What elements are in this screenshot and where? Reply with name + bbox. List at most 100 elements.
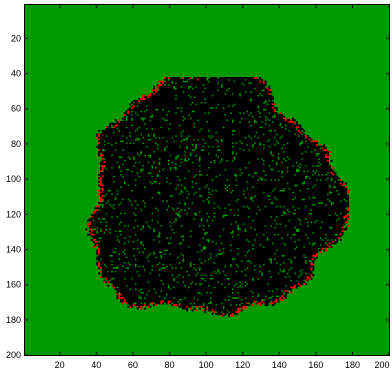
heatmap-cell-cluster (118, 286, 168, 289)
heatmap-cell-cluster (114, 277, 124, 280)
heatmap-cell-cluster (264, 133, 276, 136)
heatmap-cell-cluster (281, 124, 286, 127)
heatmap-cell-cluster (248, 187, 275, 190)
heatmap-cell-cluster (173, 274, 179, 277)
heatmap-cell-cluster (222, 138, 269, 141)
heatmap-cell-cluster (120, 203, 132, 206)
heatmap-cell-boundary (178, 304, 181, 307)
x-tick-label: 80 (164, 360, 174, 370)
heatmap-cell-cluster (292, 117, 295, 120)
heatmap-cell-cluster (301, 223, 346, 226)
heatmap-cell-cluster (253, 244, 260, 247)
heatmap-cell-cluster (125, 180, 150, 183)
heatmap-cell-cluster (266, 295, 273, 298)
heatmap-cell-cluster (147, 105, 229, 108)
heatmap-cell-cluster (341, 200, 346, 203)
heatmap-cell-cluster (202, 305, 207, 308)
heatmap-cell-cluster (171, 221, 174, 224)
heatmap-cell-cluster (282, 290, 286, 293)
heatmap-cell-cluster (253, 143, 260, 146)
heatmap-cell-cluster (120, 253, 124, 256)
heatmap-cell-boundary (310, 274, 313, 277)
heatmap-cell-cluster (173, 194, 200, 197)
heatmap-cell-cluster (129, 261, 159, 264)
heatmap-cell-cluster (240, 309, 243, 312)
heatmap-cell-cluster (118, 216, 179, 219)
heatmap-cell-cluster (98, 267, 101, 270)
heatmap-cell-cluster (129, 110, 132, 113)
heatmap-cell-cluster (136, 282, 163, 285)
heatmap-cell-cluster (226, 274, 245, 277)
heatmap-cell-cluster (185, 284, 209, 287)
heatmap-cell-cluster (237, 152, 271, 155)
heatmap-cell-cluster (160, 193, 179, 196)
heatmap-cell-cluster (286, 224, 307, 227)
heatmap-cell-cluster (90, 221, 101, 224)
heatmap-cell-cluster (103, 279, 106, 282)
heatmap-cell-cluster (244, 189, 273, 192)
heatmap-cell-boundary (347, 217, 350, 220)
heatmap-cell-boundary (297, 129, 300, 132)
heatmap-cell-cluster (138, 270, 187, 273)
heatmap-cell-cluster (200, 187, 209, 190)
heatmap-cell-cluster (229, 282, 236, 285)
heatmap-cell-cluster (246, 196, 251, 199)
heatmap-cell-cluster (151, 154, 170, 157)
heatmap-cell-cluster (250, 240, 295, 243)
heatmap-cell-cluster (114, 131, 130, 134)
heatmap-cell-cluster (251, 261, 271, 264)
heatmap-cell-cluster (176, 87, 189, 90)
heatmap-cell-cluster (143, 224, 148, 227)
heatmap-cell-cluster (164, 263, 170, 266)
heatmap-cell-cluster (281, 122, 295, 125)
heatmap-cell-boundary (321, 147, 324, 150)
heatmap-cell-cluster (189, 158, 200, 161)
heatmap-cell-cluster (224, 307, 238, 310)
heatmap-cell-cluster (204, 200, 209, 203)
heatmap-cell-cluster (195, 267, 200, 270)
heatmap-cell-cluster (114, 175, 123, 178)
heatmap-cell-cluster (158, 263, 163, 266)
heatmap-cell-cluster (286, 119, 291, 122)
heatmap-cell-cluster (94, 207, 113, 210)
heatmap-cell-cluster (242, 286, 291, 289)
heatmap-cell-cluster (167, 177, 185, 180)
heatmap-cell-cluster (160, 170, 189, 173)
heatmap-cell-cluster (222, 311, 229, 314)
heatmap-cell-cluster (303, 158, 318, 161)
heatmap-cell-boundary (182, 77, 185, 80)
heatmap-cell-cluster (94, 233, 121, 236)
heatmap-cell-boundary (198, 305, 203, 308)
heatmap-cell-cluster (153, 85, 156, 88)
heatmap-cell-cluster (251, 98, 275, 101)
heatmap-cell-cluster (306, 165, 313, 168)
heatmap-cell-cluster (156, 256, 161, 259)
y-tick-label: 40 (11, 69, 21, 79)
heatmap-cell-cluster (204, 311, 207, 314)
heatmap-cell-cluster (178, 212, 187, 215)
heatmap-cell-boundary (266, 87, 269, 90)
heatmap-cell-cluster (143, 251, 154, 254)
heatmap-cell-cluster (118, 124, 132, 127)
heatmap-cell-cluster (328, 172, 331, 175)
heatmap-cell-cluster (193, 307, 196, 310)
heatmap-cell-cluster (185, 187, 200, 190)
heatmap-cell-cluster (88, 217, 99, 220)
heatmap-cell-cluster (202, 128, 286, 131)
heatmap-cell-cluster (92, 240, 95, 243)
heatmap-cell-cluster (259, 110, 275, 113)
heatmap-cell-cluster (120, 165, 134, 168)
heatmap-cell-cluster (101, 274, 139, 277)
heatmap-cell-cluster (105, 158, 130, 161)
heatmap-cell-cluster (292, 261, 306, 264)
heatmap-cell-cluster (99, 217, 103, 220)
heatmap-cell-cluster (297, 161, 318, 164)
heatmap-cell-cluster (191, 96, 194, 99)
heatmap-cell-cluster (217, 106, 223, 109)
heatmap-cell-boundary (259, 80, 262, 83)
heatmap-cell-boundary (341, 230, 344, 233)
y-tick-label: 160 (6, 280, 21, 290)
heatmap-cell-cluster (310, 177, 328, 180)
heatmap-cell-cluster (231, 223, 243, 226)
